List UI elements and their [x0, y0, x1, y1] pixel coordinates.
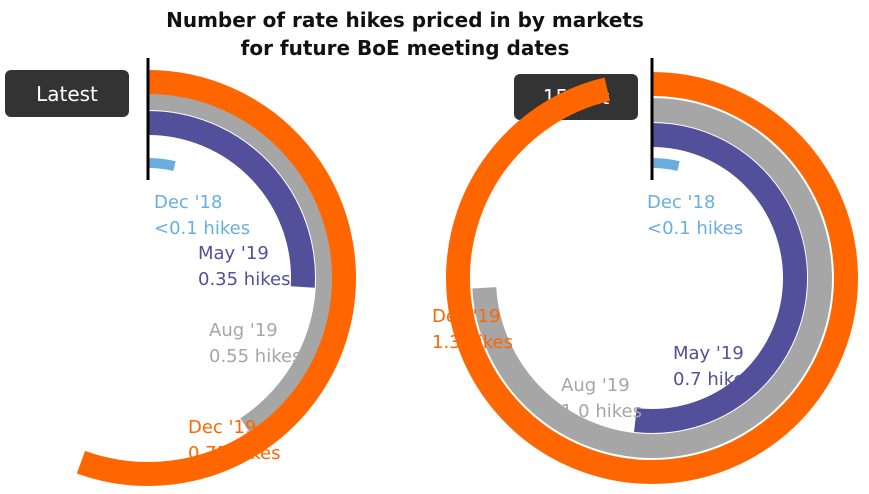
- arc-may-19: [634, 123, 807, 433]
- label-may-19-name: May '19: [673, 343, 744, 364]
- label-aug-19-name: Aug '19: [209, 320, 278, 341]
- label-dec-18-value: <0.1 hikes: [647, 218, 743, 239]
- panel-badge: [5, 70, 129, 117]
- label-may-19-value: 0.7 hikes: [673, 369, 754, 390]
- label-may-19-name: May '19: [198, 243, 269, 264]
- chart-title-line-1: Number of rate hikes priced in by market…: [166, 8, 644, 32]
- label-may-19-value: 0.35 hikes: [198, 269, 290, 290]
- panel-badge-label: Latest: [36, 82, 98, 106]
- label-dec-19-name: Dec '19: [432, 306, 500, 327]
- label-aug-19-name: Aug '19: [561, 375, 630, 396]
- chart-title: Number of rate hikes priced in by market…: [0, 6, 810, 62]
- label-dec-19-value: 0.75 hikes: [188, 443, 280, 464]
- label-dec-18-name: Dec '18: [154, 192, 222, 213]
- arc-dec-19: [76, 70, 356, 486]
- arc-dec-18: [651, 158, 680, 171]
- arc-may-19: [147, 111, 315, 288]
- arc-dec-18: [147, 158, 176, 171]
- label-aug-19-value: 1.0 hikes: [561, 401, 642, 422]
- arc-aug-19: [147, 86, 340, 439]
- label-dec-18-value: <0.1 hikes: [154, 218, 250, 239]
- label-dec-19-name: Dec '19: [188, 417, 256, 438]
- chart-title-line-2: for future BoE meeting dates: [240, 36, 570, 60]
- label-dec-18-name: Dec '18: [647, 192, 715, 213]
- panel-latest: Latest Dec '18 <0.1 hikes May '19 0.35 hikes…: [5, 58, 356, 486]
- arc-aug-19: [472, 98, 832, 458]
- arc-dec-19: [446, 72, 858, 484]
- label-dec-19-value: 1.3 hikes: [432, 332, 513, 353]
- label-aug-19-value: 0.55 hikes: [209, 346, 301, 367]
